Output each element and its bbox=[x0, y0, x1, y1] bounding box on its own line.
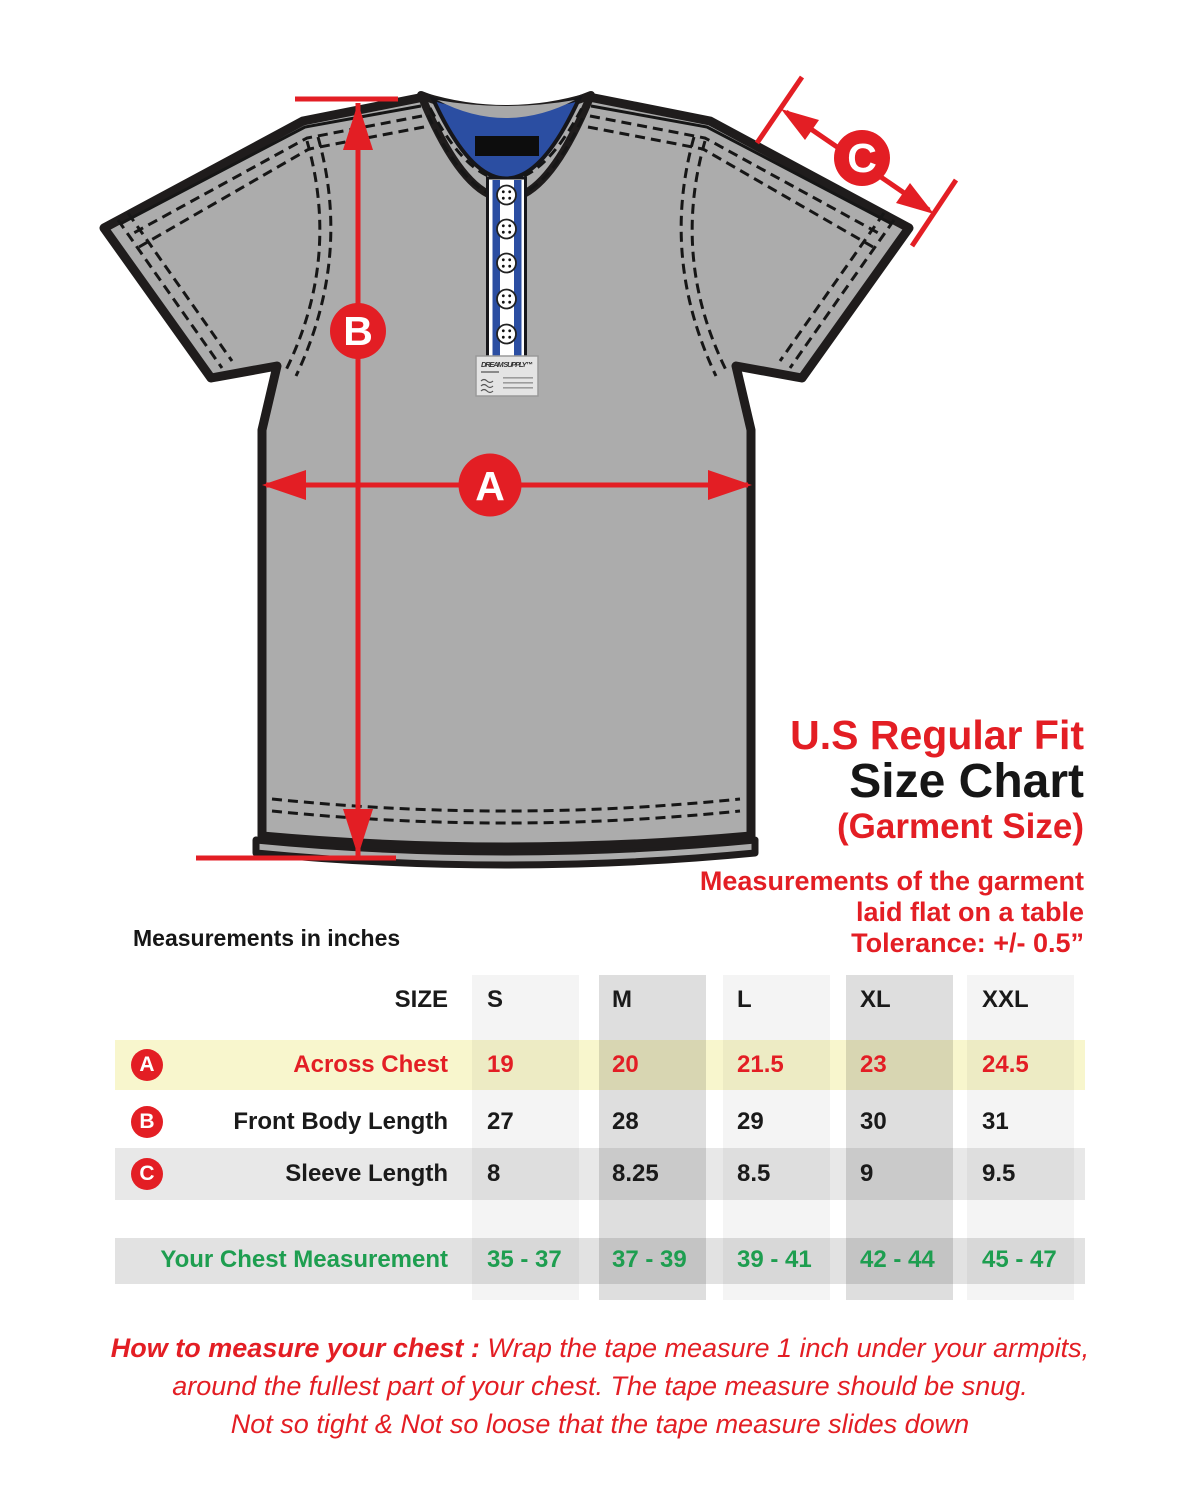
cell-across-chest-l: 21.5 bbox=[737, 1051, 784, 1078]
collar-back-neck bbox=[437, 100, 575, 118]
marker-b-circle bbox=[330, 303, 386, 359]
measure-c-arrow: C bbox=[754, 75, 959, 248]
button-holes bbox=[501, 190, 512, 339]
collar bbox=[417, 91, 595, 203]
cell-sleeve-length-l: 8.5 bbox=[737, 1160, 771, 1187]
note-line-2: laid flat on a table bbox=[855, 897, 1084, 927]
chest-row-band bbox=[115, 1238, 1085, 1284]
column-stripe-xl bbox=[846, 975, 953, 1300]
measurement-note: Measurements of the garment laid flat on… bbox=[700, 866, 1084, 959]
cell-across-chest-s: 19 bbox=[487, 1051, 514, 1078]
marker-c-circle bbox=[834, 130, 890, 186]
cell-body-length-m: 28 bbox=[612, 1108, 639, 1135]
cell-your-chest-s: 35 - 37 bbox=[487, 1246, 562, 1273]
cell-sleeve-length-s: 8 bbox=[487, 1160, 501, 1187]
column-stripe-s bbox=[472, 975, 579, 1300]
cell-your-chest-xl: 42 - 44 bbox=[860, 1246, 935, 1273]
row-c-band bbox=[115, 1148, 1085, 1200]
footer-line-1: How to measure your chest : Wrap the tap… bbox=[85, 1329, 1115, 1367]
stitching bbox=[116, 104, 896, 825]
size-col-m: M bbox=[612, 986, 632, 1013]
cell-your-chest-xxl: 45 - 47 bbox=[982, 1246, 1057, 1273]
footer-line-1-rest: Wrap the tape measure 1 inch under your … bbox=[487, 1333, 1090, 1363]
cell-body-length-xl: 30 bbox=[860, 1108, 887, 1135]
table-caption: Measurements in inches bbox=[133, 925, 401, 951]
size-col-s: S bbox=[487, 986, 504, 1013]
cell-sleeve-length-xxl: 9.5 bbox=[982, 1160, 1016, 1187]
garment-label-text: DREAM SUPPLY™ bbox=[481, 360, 533, 369]
size-header: SIZE bbox=[394, 986, 448, 1013]
cell-across-chest-xxl: 24.5 bbox=[982, 1051, 1029, 1078]
row-label-across-chest: Across Chest bbox=[293, 1051, 448, 1078]
size-col-l: L bbox=[737, 986, 752, 1013]
note-line-3: Tolerance: +/- 0.5” bbox=[851, 928, 1084, 958]
label-logo-squiggle bbox=[480, 378, 494, 394]
marker-a-letter: A bbox=[475, 463, 505, 509]
row-label-front-body-length: Front Body Length bbox=[233, 1108, 448, 1135]
row-label-your-chest: Your Chest Measurement bbox=[160, 1246, 448, 1273]
size-col-xl: XL bbox=[860, 986, 891, 1013]
cell-across-chest-xl: 23 bbox=[860, 1051, 887, 1078]
cell-sleeve-length-m: 8.25 bbox=[612, 1160, 659, 1187]
marker-badge-b: B bbox=[131, 1106, 163, 1138]
marker-b-letter: B bbox=[343, 308, 373, 354]
column-stripe-l bbox=[723, 975, 830, 1300]
marker-badge-c: C bbox=[131, 1158, 163, 1190]
cell-body-length-s: 27 bbox=[487, 1108, 514, 1135]
shirt-illustration: DREAM SUPPLY™ A B bbox=[99, 75, 959, 869]
garment-label: DREAM SUPPLY™ bbox=[475, 355, 539, 397]
row-a-highlight bbox=[115, 1040, 1085, 1090]
marker-c-letter: C bbox=[847, 135, 877, 181]
footer-line-3: Not so tight & Not so loose that the tap… bbox=[230, 1409, 970, 1439]
garment-size-subtitle: (Garment Size) bbox=[837, 807, 1084, 846]
footer-line-2: around the fullest part of your chest. T… bbox=[172, 1371, 1028, 1401]
marker-badge-a: A bbox=[131, 1049, 163, 1081]
cell-across-chest-m: 20 bbox=[612, 1051, 639, 1078]
cell-sleeve-length-xl: 9 bbox=[860, 1160, 874, 1187]
footer-lead: How to measure your chest : bbox=[110, 1333, 488, 1363]
size-col-xxl: XXL bbox=[982, 986, 1029, 1013]
page-title: Size Chart bbox=[849, 755, 1084, 808]
column-stripe-xxl bbox=[967, 975, 1074, 1300]
cell-your-chest-l: 39 - 41 bbox=[737, 1246, 812, 1273]
cell-body-length-l: 29 bbox=[737, 1108, 764, 1135]
cell-your-chest-m: 37 - 39 bbox=[612, 1246, 687, 1273]
placket bbox=[486, 176, 527, 360]
fit-title: U.S Regular Fit bbox=[790, 712, 1084, 758]
column-stripe-m bbox=[599, 975, 706, 1300]
how-to-measure-note: How to measure your chest : Wrap the tap… bbox=[85, 1329, 1115, 1443]
buttons bbox=[496, 184, 517, 345]
note-line-1: Measurements of the garment bbox=[699, 866, 1084, 896]
marker-a-circle bbox=[458, 453, 522, 517]
neck-tag bbox=[475, 136, 539, 156]
cell-body-length-xxl: 31 bbox=[982, 1108, 1009, 1135]
measure-a-arrow: A bbox=[262, 453, 752, 517]
row-label-sleeve-length: Sleeve Length bbox=[285, 1160, 448, 1187]
measure-b-arrow: B bbox=[196, 96, 398, 861]
